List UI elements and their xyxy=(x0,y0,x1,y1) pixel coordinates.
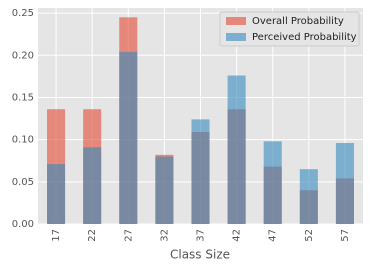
bar xyxy=(119,51,138,224)
legend-swatch xyxy=(226,17,246,25)
bar xyxy=(83,147,102,224)
legend-box xyxy=(219,11,360,47)
y-tick-label: 0.00 xyxy=(12,219,34,230)
y-tick-label: 0.10 xyxy=(12,135,34,146)
bar xyxy=(335,143,354,224)
legend-label: Perceived Probability xyxy=(252,32,357,43)
x-tick-label: 17 xyxy=(51,229,62,242)
x-tick-label: 47 xyxy=(268,229,279,242)
y-tick-label: 0.20 xyxy=(12,50,34,61)
x-tick-label: 27 xyxy=(123,229,134,242)
x-tick-label: 37 xyxy=(196,229,207,242)
bar xyxy=(155,156,174,224)
y-tick-label: 0.05 xyxy=(12,177,34,188)
x-tick-label: 42 xyxy=(232,229,243,242)
x-tick-label: 57 xyxy=(340,229,351,242)
bar xyxy=(299,169,318,224)
y-tick-label: 0.15 xyxy=(12,92,34,103)
legend-label: Overall Probability xyxy=(252,16,344,27)
x-tick-label: 22 xyxy=(87,229,98,242)
bar xyxy=(47,164,66,224)
bar xyxy=(191,119,210,224)
bar xyxy=(227,75,246,224)
x-axis-label: Class Size xyxy=(170,248,230,262)
x-tick-label: 52 xyxy=(304,229,315,242)
x-tick-label: 32 xyxy=(159,229,170,242)
bar xyxy=(263,141,282,224)
legend-swatch xyxy=(226,33,246,41)
y-tick-label: 0.25 xyxy=(12,8,34,19)
